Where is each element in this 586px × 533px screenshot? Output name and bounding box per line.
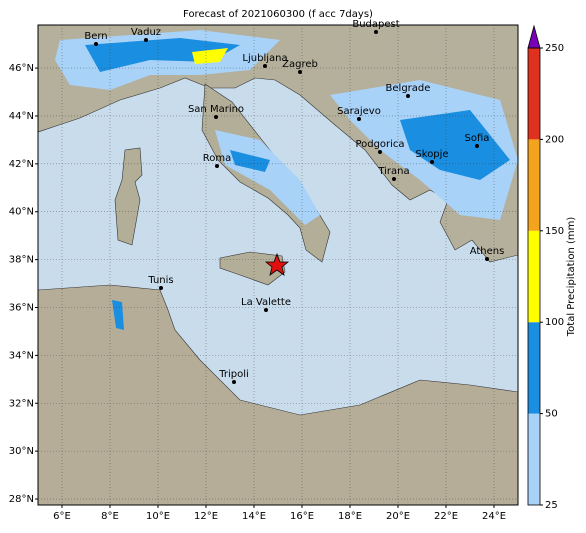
city-label: La Valette (241, 297, 291, 308)
city-dot (144, 38, 148, 42)
x-tick-label: 6°E (53, 511, 71, 522)
y-tick-label: 28°N (9, 494, 34, 505)
city-dot (430, 160, 434, 164)
land-islands (114, 147, 143, 246)
city-label: Budapest (352, 19, 399, 30)
colorbar-segment (528, 48, 540, 140)
city-dot (159, 286, 163, 290)
y-tick-label: 36°N (9, 302, 34, 313)
map-area (38, 25, 518, 505)
precip-italy-heavy (230, 150, 270, 172)
city-dot (298, 70, 302, 74)
precip-balkans-heavy (400, 110, 510, 180)
city-dot (264, 308, 268, 312)
city-dot (263, 64, 267, 68)
city-dot (406, 94, 410, 98)
city-label: Sofia (465, 133, 490, 144)
x-tick-label: 18°E (338, 511, 362, 522)
city-label: Tirana (377, 166, 409, 177)
y-tick-label: 42°N (9, 159, 34, 170)
x-tick-label: 14°E (242, 511, 266, 522)
city-dot (475, 144, 479, 148)
y-tick-label: 32°N (9, 398, 34, 409)
precip-tunisia (112, 300, 124, 330)
chart-title: Forecast of 2021060300 (f acc 7days) (183, 9, 373, 20)
x-tick-label: 24°E (482, 511, 506, 522)
y-tick-label: 34°N (9, 350, 34, 361)
city-label: Bern (84, 31, 107, 42)
city-label: Skopje (415, 149, 448, 160)
city-dot (94, 42, 98, 46)
precip-alps-heavy (85, 38, 240, 72)
city-label: Sarajevo (337, 106, 381, 117)
colorbar-segment (528, 230, 540, 323)
colorbar-tick-label: 250 (545, 43, 564, 54)
city-dot (357, 117, 361, 121)
colorbar-segment (528, 322, 540, 414)
colorbar-tick-label: 150 (545, 226, 564, 237)
colorbar-label: Total Precipitation (mm) (566, 217, 577, 338)
x-tick-label: 8°E (101, 511, 119, 522)
y-tick-label: 46°N (9, 63, 34, 74)
colorbar-segment (528, 139, 540, 231)
colorbar-tick-label: 25 (545, 500, 558, 511)
city-dot (215, 164, 219, 168)
y-tick-label: 40°N (9, 207, 34, 218)
city-label: Athens (470, 246, 505, 257)
x-tick-label: 12°E (194, 511, 218, 522)
city-label: Tripoli (218, 369, 249, 380)
city-dot (232, 380, 236, 384)
map-frame (37, 24, 519, 506)
city-dot (485, 257, 489, 261)
y-tick-label: 38°N (9, 255, 34, 266)
x-tick-label: 16°E (290, 511, 314, 522)
colorbar-tick-label: 50 (545, 409, 558, 420)
city-dot (374, 30, 378, 34)
x-tick-label: 10°E (146, 511, 170, 522)
event-star (264, 252, 290, 276)
city-dot (392, 177, 396, 181)
y-tick-label: 30°N (9, 446, 34, 457)
city-label: Vaduz (131, 27, 161, 38)
city-label: Roma (203, 153, 232, 164)
colorbar-extend (527, 24, 541, 49)
city-label: Tunis (147, 275, 173, 286)
precip-yellow (192, 48, 228, 64)
y-tick-label: 44°N (9, 111, 34, 122)
city-dot (378, 150, 382, 154)
city-dot (214, 115, 218, 119)
city-label: Zagreb (282, 59, 318, 70)
city-label: Podgorica (355, 139, 404, 150)
city-label: Ljubljana (242, 53, 287, 64)
land-sicily (219, 251, 286, 286)
colorbar-tick-label: 200 (545, 134, 564, 145)
colorbar-frame (527, 47, 541, 506)
x-tick-label: 20°E (386, 511, 410, 522)
colorbar-tick-label: 100 (545, 317, 564, 328)
city-label: Belgrade (386, 83, 431, 94)
colorbar-segment (528, 413, 540, 505)
x-tick-label: 22°E (434, 511, 458, 522)
city-label: San Marino (188, 104, 244, 115)
